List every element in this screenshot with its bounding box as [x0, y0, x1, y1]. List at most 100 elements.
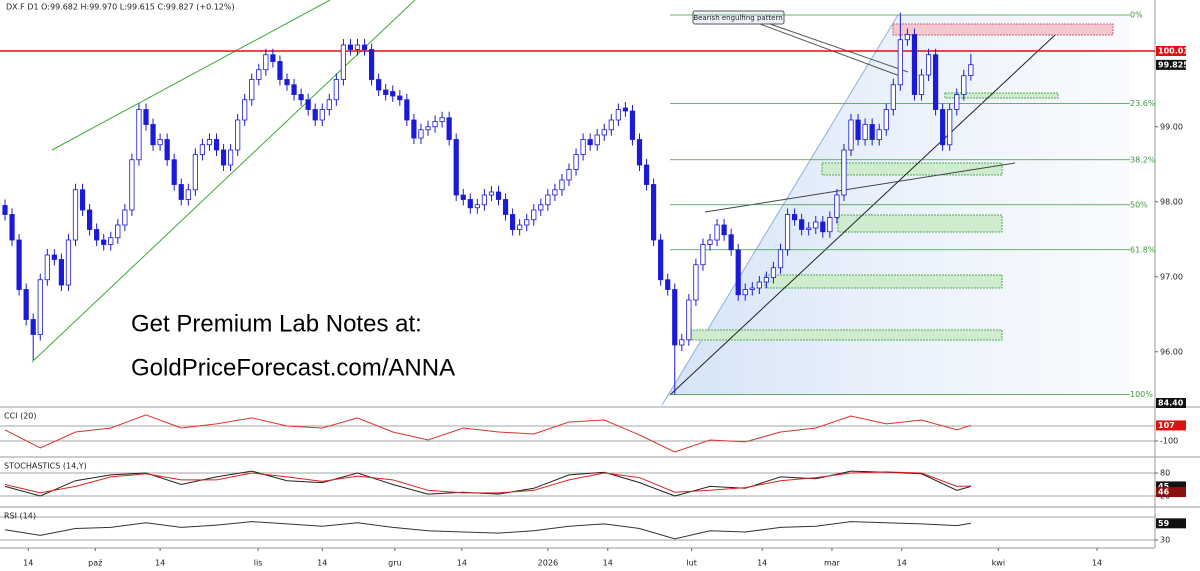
annotation: Bearish engulfing pattern: [693, 14, 782, 22]
candle-body: [897, 39, 903, 86]
last-value-box: [1156, 481, 1186, 492]
candle-body: [749, 287, 755, 290]
candle-body: [728, 234, 734, 251]
candle-body: [566, 169, 572, 181]
channel-line: [51, 0, 331, 151]
candle-body: [784, 214, 791, 251]
last-value: 59: [1158, 519, 1170, 528]
candle-body: [707, 239, 713, 245]
candle-body: [284, 79, 290, 86]
candle-body: [813, 221, 819, 229]
candle-body: [2, 205, 8, 215]
x-tick-label: kwi: [992, 559, 1005, 568]
candle-body: [101, 239, 107, 245]
candle-body: [263, 54, 269, 71]
candle-body: [277, 61, 283, 80]
candle-body: [827, 217, 833, 233]
candle-body: [192, 154, 198, 191]
candle-body: [467, 199, 473, 209]
candle-body: [799, 219, 805, 230]
candle-body: [432, 121, 438, 128]
last-value: 107: [1158, 421, 1175, 430]
candle-body: [531, 209, 537, 221]
candle-body: [453, 139, 459, 196]
candle-body: [756, 281, 762, 289]
candle-body: [488, 191, 495, 196]
candle-body: [270, 54, 276, 62]
candle-body: [601, 129, 607, 136]
panel-title: RSI (14): [4, 512, 36, 521]
candle-body: [763, 277, 770, 283]
candle-body: [157, 139, 163, 146]
last-value-box: [1156, 487, 1186, 498]
fib-label: 23.6%: [1130, 99, 1156, 108]
candle-body: [305, 99, 311, 110]
candle-body: [312, 109, 318, 121]
candle-body: [404, 99, 410, 121]
x-tick-label: lis: [254, 559, 263, 568]
y-tick-label: 98.00: [1160, 197, 1183, 206]
candle-body: [58, 259, 65, 286]
annotation-box: [692, 10, 785, 25]
candle-body: [164, 139, 170, 161]
candle-body: [249, 79, 255, 101]
candle-body: [911, 34, 918, 95]
candle-body: [235, 119, 241, 151]
support-zone: [764, 274, 1003, 289]
candle-body: [72, 189, 79, 241]
candle-body: [672, 289, 678, 346]
x-tick-label: 14: [897, 559, 907, 568]
candle-body: [37, 279, 43, 335]
candle-body: [178, 184, 184, 200]
candle-body: [820, 221, 826, 233]
last-value: 45: [1158, 482, 1170, 491]
candle-body: [545, 194, 551, 206]
candle-body: [580, 139, 586, 155]
chart-title: DX.F D1 O:99.682 H:99.970 L:99.615 C:99.…: [6, 3, 235, 12]
promo-text: GoldPriceForecast.com/ANNA: [131, 354, 455, 381]
candle-body: [397, 95, 403, 101]
x-tick-label: 14: [317, 559, 327, 568]
last-price-box: [1156, 59, 1186, 70]
candle-body: [326, 99, 332, 110]
annotation-pointer: [759, 23, 901, 77]
candle-body: [206, 139, 213, 146]
fib-label: 61.8%: [1130, 245, 1156, 254]
candle-body: [213, 139, 220, 151]
candle-body: [686, 299, 692, 341]
candle-body: [185, 189, 191, 200]
candle-body: [587, 139, 593, 146]
x-tick-label: 14: [603, 559, 613, 568]
candle-body: [721, 224, 727, 236]
panel-title: CCI (20): [4, 412, 37, 421]
trend-line: [669, 34, 1056, 396]
fib-label: 38.2%: [1130, 155, 1156, 164]
candle-body: [622, 107, 629, 112]
support-zone: [944, 92, 1059, 99]
candle-body: [961, 75, 967, 95]
candle-body: [665, 279, 671, 290]
candle-body: [742, 289, 748, 296]
candle-body: [862, 124, 868, 140]
candle-body: [411, 119, 417, 139]
candle-body: [30, 319, 36, 335]
candle-body: [298, 94, 304, 101]
candle-body: [925, 54, 932, 76]
panel-title: STOCHASTICS (14,Y): [4, 462, 87, 471]
candle-body: [517, 224, 523, 230]
candle-body: [883, 109, 889, 131]
candle-body: [474, 204, 480, 209]
candle-body: [806, 227, 812, 230]
candle-body: [735, 249, 741, 296]
candle-body: [954, 94, 960, 110]
candle-body: [333, 79, 339, 101]
candle-body: [291, 84, 297, 95]
candle-body: [51, 254, 57, 260]
x-tick-label: gru: [388, 559, 401, 568]
candle-body: [552, 189, 558, 196]
candle-body: [502, 199, 509, 215]
candle-body: [890, 84, 896, 110]
candle-body: [714, 224, 720, 241]
candle-body: [481, 194, 488, 206]
